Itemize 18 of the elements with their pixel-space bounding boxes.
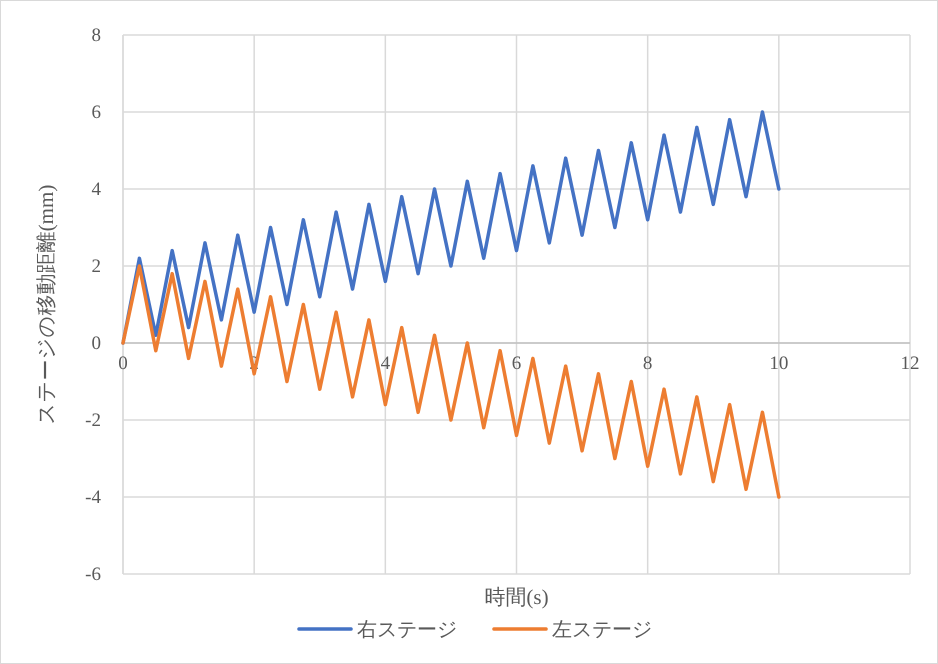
legend-label: 左ステージ (552, 619, 652, 641)
y-tick-label: -2 (85, 410, 101, 431)
x-tick-label: 8 (642, 353, 652, 374)
x-tick-label: 0 (118, 353, 128, 374)
x-tick-label: 10 (769, 353, 788, 374)
x-tick-label: 6 (512, 353, 522, 374)
y-tick-label: 2 (92, 256, 101, 277)
x-tick-label: 4 (380, 353, 391, 374)
y-axis-title: ステージの移動距離(mm) (34, 184, 58, 424)
y-tick-label: -6 (85, 564, 101, 585)
legend-label: 右ステージ (357, 619, 457, 641)
y-tick-label: 6 (92, 102, 101, 123)
y-tick-label: 8 (92, 25, 101, 46)
x-tick-label: 12 (900, 353, 920, 374)
x-axis-title: 時間(s) (484, 585, 549, 609)
y-tick-label: -4 (85, 487, 102, 508)
y-tick-label: 0 (92, 333, 101, 354)
y-tick-label: 4 (92, 179, 102, 200)
